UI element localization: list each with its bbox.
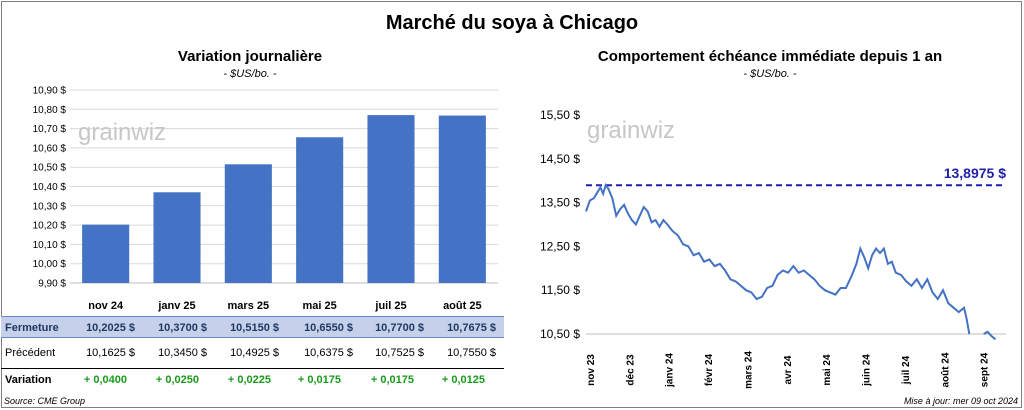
variation-cell: + 0,0250 (155, 374, 199, 386)
fermeture-label: Fermeture (5, 322, 59, 334)
x-tick-label: juil 24 (901, 355, 912, 385)
row-fermeture: Fermeture 10,2025 $ 10,3700 $ 10,5150 $ … (1, 316, 504, 338)
fermeture-cell: 10,7675 $ (447, 322, 496, 334)
variation-cell: + 0,0225 (227, 374, 271, 386)
bar (82, 224, 130, 283)
fermeture-cell: 10,6550 $ (304, 322, 353, 334)
variation-cell: + 0,0175 (297, 374, 341, 386)
variation-cell: + 0,0125 (441, 374, 485, 386)
x-tick-label: janv 24 (665, 353, 676, 388)
left-chart-unit: - $US/bo. - (223, 68, 277, 80)
bar (153, 192, 201, 283)
right-chart-unit: - $US/bo. - (743, 68, 797, 80)
row-precedent: Précédent 10,1625 $ 10,3450 $ 10,4925 $ … (1, 342, 504, 364)
y-tick-label: 15,50 $ (540, 108, 580, 122)
y-tick-label: 10,30 $ (33, 201, 67, 212)
y-tick-label: 14,50 $ (540, 152, 580, 166)
left-chart-title: Variation journalière (177, 48, 323, 65)
precedent-cell: 10,7550 $ (447, 347, 496, 359)
bar (367, 115, 415, 283)
y-tick-label: 10,60 $ (33, 143, 67, 154)
x-tick-label: mai 25 (303, 300, 337, 312)
precedent-cell: 10,1625 $ (86, 347, 135, 359)
x-tick-label: sept 24 (980, 352, 991, 387)
precedent-cell: 10,3450 $ (158, 347, 207, 359)
y-tick-label: 10,50 $ (33, 163, 67, 174)
y-tick-label: 10,00 $ (33, 259, 67, 270)
source-note: Source: CME Group (4, 396, 86, 406)
x-tick-label: août 25 (443, 300, 482, 312)
series-line (585, 182, 971, 335)
precedent-cell: 10,7525 $ (375, 347, 424, 359)
bar-chart: 9,90 $ 10,00 $ 10,10 $ 10,20 $ 10,30 $ 10,40 … (33, 86, 498, 312)
bar (438, 115, 486, 283)
watermark-logo: grainwiz (587, 117, 675, 144)
watermark-logo: grainwiz (78, 119, 166, 146)
x-tick-label: févr 24 (704, 353, 715, 386)
variation-label: Variation (5, 374, 52, 386)
fermeture-cell: 10,3700 $ (158, 322, 207, 334)
bar (224, 164, 272, 283)
page-title: Marché du soya à Chicago (385, 12, 639, 34)
x-tick-label: mars 25 (228, 300, 270, 312)
right-chart-title: Comportement échéance immédiate depuis 1… (597, 48, 943, 65)
variation-cell: + 0,0175 (370, 374, 414, 386)
fermeture-cell: 10,5150 $ (230, 322, 279, 334)
y-tick-label: 10,40 $ (33, 182, 67, 193)
precedent-label: Précédent (5, 347, 56, 359)
fermeture-cell: 10,7700 $ (375, 322, 424, 334)
row-variation: Variation + 0,0400 + 0,0250 + 0,0225 + 0… (1, 368, 504, 390)
fermeture-cell: 10,2025 $ (86, 322, 135, 334)
x-tick-label: avr 24 (783, 355, 794, 384)
y-tick-label: 9,90 $ (38, 279, 66, 290)
y-tick-label: 10,20 $ (33, 221, 67, 232)
line-chart: 10,50 $ 11,50 $ 12,50 $ 13,50 $ 14,50 $ 15,50… (540, 108, 1006, 389)
precedent-cell: 10,6375 $ (304, 347, 353, 359)
max-value-label: 13,8975 $ (944, 165, 1006, 181)
x-tick-label: nov 23 (586, 354, 597, 386)
series-line (983, 330, 997, 341)
update-note: Mise à jour: mer 09 oct 2024 (903, 396, 1018, 406)
y-tick-label: 11,50 $ (541, 283, 580, 297)
bar (296, 137, 344, 283)
x-tick-label: janv 25 (157, 300, 195, 312)
y-tick-label: 10,10 $ (33, 240, 67, 251)
y-tick-label: 10,80 $ (33, 105, 67, 116)
x-tick-label: juil 25 (374, 300, 406, 312)
x-tick-label: juin 24 (862, 354, 873, 387)
y-tick-label: 10,50 $ (540, 327, 580, 341)
x-tick-label: mars 24 (743, 351, 754, 389)
variation-cell: + 0,0400 (83, 374, 127, 386)
x-tick-label: nov 24 (88, 300, 124, 312)
x-tick-label: mai 24 (822, 354, 833, 386)
y-tick-label: 13,50 $ (540, 196, 580, 210)
y-tick-label: 12,50 $ (540, 239, 580, 253)
x-tick-label: août 24 (940, 352, 951, 387)
y-tick-label: 10,90 $ (33, 86, 67, 97)
precedent-cell: 10,4925 $ (230, 347, 279, 359)
x-tick-label: déc 23 (625, 354, 636, 386)
y-tick-label: 10,70 $ (33, 124, 67, 135)
